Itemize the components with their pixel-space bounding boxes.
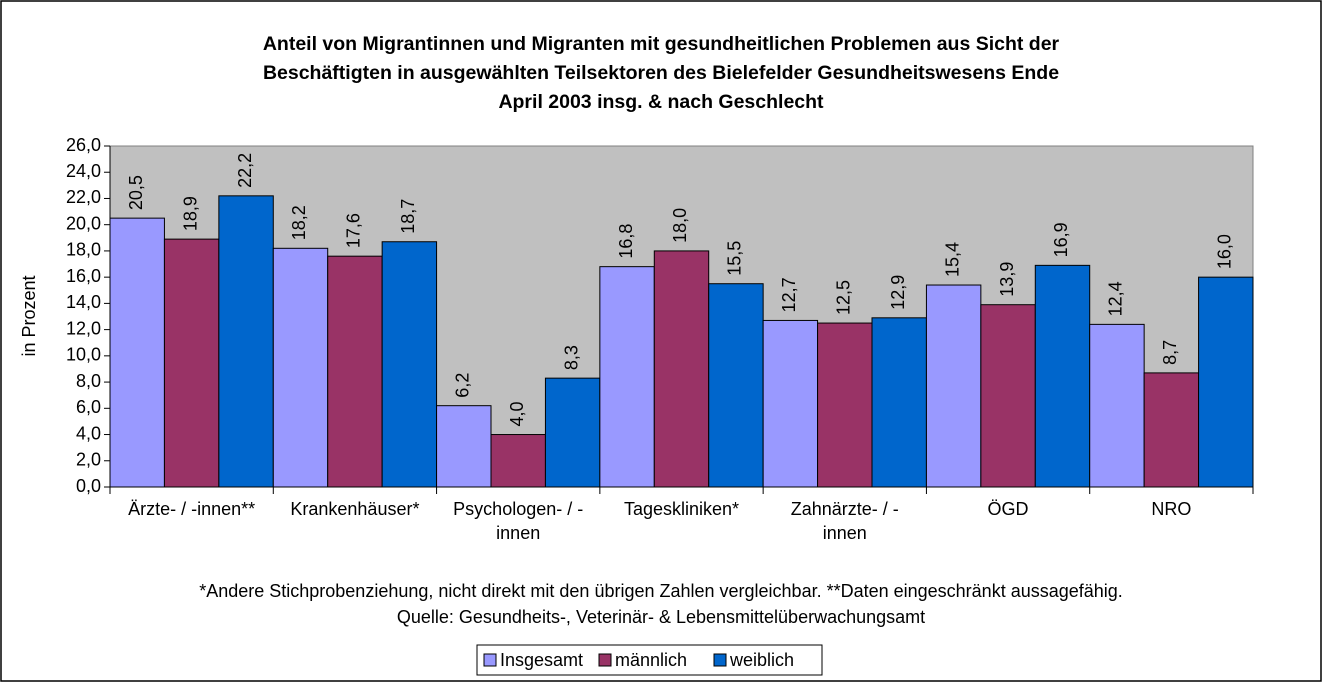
bar <box>544 377 601 488</box>
bar <box>218 195 274 488</box>
bar <box>871 317 927 488</box>
value-label: 8,7 <box>1160 340 1180 365</box>
y-tick-label: 2,0 <box>76 450 101 470</box>
x-tick-label: Tageskliniken* <box>623 499 740 519</box>
value-label: 12,5 <box>834 280 854 315</box>
y-tick-label: 0,0 <box>76 476 101 496</box>
x-tick-label: ÖGD <box>987 499 1029 519</box>
bar <box>327 255 383 488</box>
y-tick-label: 4,0 <box>76 423 101 443</box>
value-label: 20,5 <box>126 175 146 210</box>
bar <box>708 283 764 488</box>
y-tick-label: 20,0 <box>66 213 101 233</box>
value-label: 15,5 <box>725 241 745 276</box>
bar <box>653 250 710 488</box>
value-label: 12,4 <box>1106 281 1126 316</box>
value-label: 13,9 <box>997 262 1017 297</box>
bar <box>925 284 982 488</box>
value-label: 4,0 <box>507 402 527 427</box>
bar <box>599 266 655 488</box>
y-tick-label: 10,0 <box>66 345 101 365</box>
bar <box>436 405 492 488</box>
x-tick-label: Psychologen- / - innen <box>453 499 584 543</box>
legend-label: Insgesamt <box>500 650 583 670</box>
value-label: 16,8 <box>616 224 636 259</box>
value-label: 12,9 <box>888 275 908 310</box>
value-label: 18,2 <box>289 205 309 240</box>
value-label: 16,0 <box>1215 234 1235 269</box>
legend-swatch <box>483 653 497 667</box>
y-tick-label: 12,0 <box>66 318 101 338</box>
value-label: 18,7 <box>398 199 418 234</box>
bar <box>163 238 220 488</box>
bar <box>1089 323 1145 488</box>
x-tick-label: Ärzte- / -innen** <box>128 499 256 519</box>
legend-label: männlich <box>615 650 687 670</box>
x-tick-label: Krankenhäuser* <box>290 499 420 519</box>
value-label: 16,9 <box>1051 222 1071 257</box>
legend-swatch <box>713 653 727 667</box>
value-label: 12,7 <box>779 277 799 312</box>
value-label: 18,0 <box>670 208 690 243</box>
y-tick-label: 8,0 <box>76 371 101 391</box>
y-axis-label: in Prozent <box>19 275 39 356</box>
x-tick-label: Zahnärzte- / - innen <box>790 499 899 543</box>
bar <box>490 434 546 488</box>
source-note: Quelle: Gesundheits-, Veterinär- & Leben… <box>396 607 926 627</box>
value-label: 8,3 <box>561 345 581 370</box>
bar <box>762 319 819 488</box>
y-tick-label: 18,0 <box>66 240 101 260</box>
footnote: *Andere Stichprobenziehung, nicht direkt… <box>199 581 1123 601</box>
bar <box>1198 276 1254 488</box>
bar <box>381 241 438 488</box>
bar <box>1034 264 1091 488</box>
bar <box>1143 372 1200 488</box>
y-tick-label: 16,0 <box>66 266 101 286</box>
value-label: 15,4 <box>942 242 962 277</box>
bar <box>817 322 873 488</box>
chart-title: Anteil von Migrantinnen und Migranten mi… <box>262 33 1060 113</box>
y-tick-label: 6,0 <box>76 397 101 417</box>
bar <box>272 247 329 488</box>
bar <box>109 217 165 488</box>
legend-swatch <box>598 653 612 667</box>
legend-label: weiblich <box>729 650 794 670</box>
y-tick-label: 22,0 <box>66 187 101 207</box>
value-label: 18,9 <box>180 196 200 231</box>
value-label: 17,6 <box>344 213 364 248</box>
value-label: 22,2 <box>235 153 255 188</box>
y-tick-label: 24,0 <box>66 161 101 181</box>
x-tick-label: NRO <box>1151 499 1192 519</box>
legend-box <box>476 644 823 676</box>
bar <box>980 304 1036 488</box>
y-tick-label: 14,0 <box>66 292 101 312</box>
y-tick-label: 26,0 <box>66 135 101 155</box>
value-label: 6,2 <box>453 373 473 398</box>
